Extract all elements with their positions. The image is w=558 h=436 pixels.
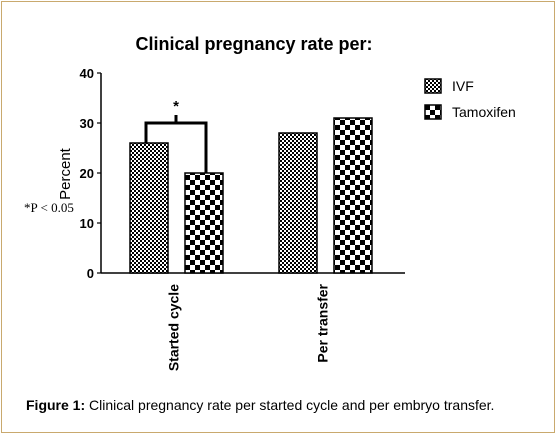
bars	[129, 117, 373, 274]
bar-tamoxifen-0	[184, 172, 224, 274]
legend-label: Tamoxifen	[452, 104, 516, 120]
significance-star: *	[173, 98, 179, 115]
legend-swatch-ivf	[424, 78, 442, 94]
y-tick-label: 30	[80, 116, 94, 131]
caption-label: Figure 1:	[26, 397, 86, 413]
bar-ivf-0	[129, 142, 169, 274]
y-tick-label: 20	[80, 166, 94, 181]
chart-title: Clinical pregnancy rate per:	[135, 34, 372, 54]
category-labels: Started cycle Per transfer	[166, 283, 331, 371]
category-label: Started cycle	[166, 284, 182, 371]
legend-label: IVF	[452, 78, 474, 94]
y-tick-label: 0	[87, 266, 94, 281]
y-axis-label: Percent	[57, 147, 74, 200]
category-label: Per transfer	[315, 283, 331, 362]
bar-ivf-1	[278, 132, 318, 274]
figure-caption: Figure 1: Clinical pregnancy rate per st…	[26, 397, 494, 413]
y-ticks: 0 10 20 30 40	[80, 66, 101, 281]
caption-text: Clinical pregnancy rate per started cycl…	[85, 397, 495, 413]
y-tick-label: 10	[80, 216, 94, 231]
legend: IVF Tamoxifen	[424, 78, 516, 120]
bar-tamoxifen-1	[333, 117, 373, 274]
y-tick-label: 40	[80, 66, 94, 81]
legend-swatch-tamoxifen	[424, 104, 442, 120]
significance-bracket: *	[144, 98, 208, 173]
significance-note: *P < 0.05	[24, 200, 74, 215]
